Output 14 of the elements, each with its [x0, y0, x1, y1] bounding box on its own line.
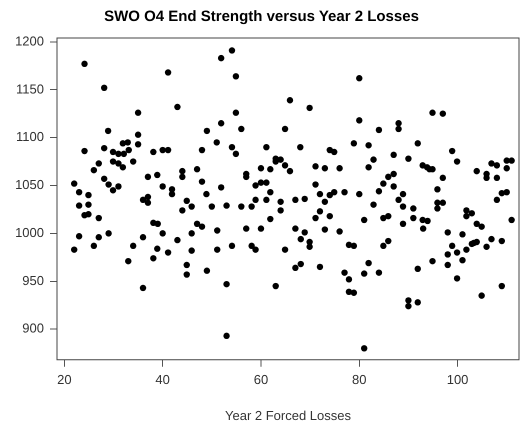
x-tick-label: 40 — [155, 372, 170, 388]
y-tick-label: 1150 — [16, 81, 44, 96]
y-tick-label: 1050 — [15, 177, 44, 192]
x-axis-title: Year 2 Forced Losses — [225, 408, 352, 423]
x-tick-label: 20 — [57, 372, 72, 388]
x-tick-label: 80 — [352, 372, 366, 388]
chart-title: SWO O4 End Strength versus Year 2 Losses — [104, 8, 419, 26]
y-tick-label: 950 — [22, 272, 44, 288]
y-tick-label: 1200 — [15, 33, 44, 48]
y-tick-label: 900 — [22, 320, 44, 336]
x-tick-label: 100 — [446, 372, 468, 388]
x-tick-label: 60 — [254, 372, 268, 388]
y-tick-label: 1000 — [15, 224, 44, 240]
y-tick-label: 1100 — [16, 129, 44, 144]
